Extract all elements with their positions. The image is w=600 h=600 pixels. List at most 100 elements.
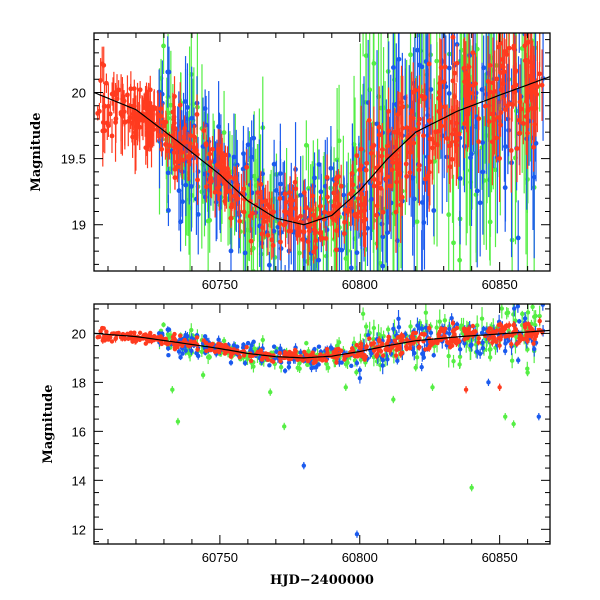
data-point-red [311,360,316,366]
data-point-green [451,359,456,364]
data-point-red [203,184,209,190]
data-point-green [488,347,493,352]
bottom-panel-ticks: 60750 60800 60850 12 14 16 18 20 [72,304,550,565]
data-point-red [374,212,379,218]
data-point-red [452,327,457,332]
data-point-red [101,336,106,342]
top-panel-ticks: 60750 60800 60850 19 19.5 20 [61,33,550,292]
data-point-red [532,337,537,342]
data-point-blue [251,135,257,141]
data-point-red [400,337,405,343]
data-point-red [426,61,432,67]
data-point-green [506,328,511,334]
data-point-red [371,348,377,353]
data-point-red [231,193,237,199]
data-point-red [159,146,165,152]
data-point-red [518,106,524,112]
data-point-blue [457,175,463,181]
data-point-red [471,329,476,335]
data-point-red [204,348,209,354]
data-point-red [101,62,107,68]
data-point-red [376,124,382,130]
data-point-red [293,186,299,192]
bottom-panel-y-axis-title: Magnitude [41,384,56,463]
data-point-blue [449,316,454,321]
data-point-blue [481,326,486,332]
data-point-blue [457,347,463,352]
data-point-red [392,129,398,135]
data-point-red [403,344,409,349]
data-point-blue [311,365,317,370]
data-point-red [378,348,384,354]
data-point-green [268,389,273,395]
data-point-blue [486,380,491,385]
data-point-red [497,156,502,161]
data-point-green [304,340,309,346]
data-point-blue [417,62,422,68]
data-point-red [537,71,542,77]
data-point-red [400,104,406,110]
data-point-red [103,80,109,86]
data-point-blue [522,316,528,321]
data-point-red [392,152,398,158]
data-point-blue [380,234,386,240]
data-point-red [292,347,298,353]
data-point-red [342,219,347,225]
data-point-green [166,110,172,116]
data-point-red [133,338,139,344]
data-point-red [393,353,399,358]
data-point-red [416,121,422,127]
data-point-green [207,354,212,360]
data-point-green [408,52,413,58]
data-point-red [450,34,456,40]
data-point-red [311,249,317,255]
data-point-blue [165,327,170,332]
x-tick-label: 60750 [202,277,238,292]
data-point-red [505,103,510,109]
data-point-blue [165,170,171,176]
data-point-red [263,351,268,356]
data-point-red [242,196,247,202]
data-point-red [270,359,276,364]
data-point-red [435,340,440,346]
data-point-green [509,358,515,363]
data-point-green [297,360,302,366]
data-point-red [101,326,106,331]
data-point-red [178,333,183,338]
data-point-red [323,358,329,363]
data-point-red [513,68,519,74]
data-point-red [210,146,215,152]
data-point-red [137,330,143,336]
data-point-blue [271,228,277,234]
data-point-red [283,220,288,226]
data-point-red [207,151,213,157]
data-point-red [161,123,167,129]
data-point-blue [271,161,277,167]
data-point-red [109,339,115,344]
data-point-red [207,342,212,347]
data-point-green [437,319,442,324]
data-point-red [278,239,283,245]
data-point-red [464,99,469,105]
data-point-red [494,339,499,345]
data-point-red [229,202,235,207]
data-point-red [350,188,356,194]
data-point-blue [185,333,190,339]
data-point-red [185,154,191,160]
data-point-green [446,353,451,359]
data-point-red [201,128,207,133]
data-point-blue [354,250,360,256]
data-point-blue [428,330,434,336]
data-point-red [503,334,508,339]
data-point-red [163,142,168,147]
data-point-red [450,320,456,326]
data-point-red [444,339,450,345]
data-point-red [323,236,329,241]
data-point-green [278,364,284,370]
data-point-red [248,358,254,364]
data-point-red [237,218,243,224]
data-point-blue [286,360,292,365]
data-point-green [493,167,498,173]
data-point-red [195,177,200,183]
